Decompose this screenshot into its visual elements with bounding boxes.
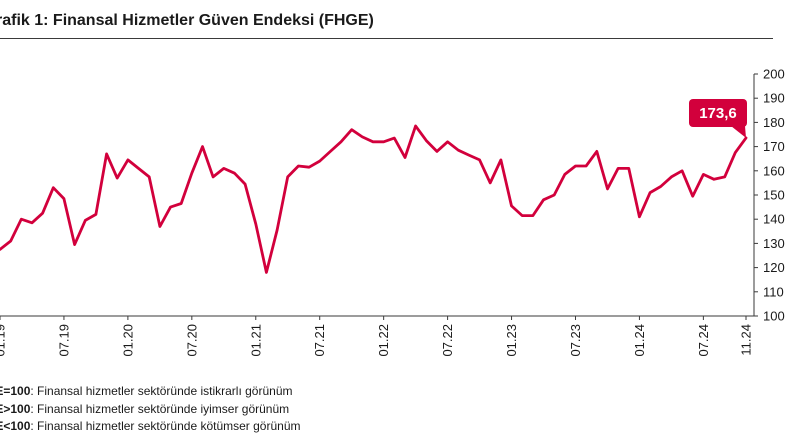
note-term: GE=100 [0, 384, 31, 398]
y-tick-label: 130 [763, 236, 785, 251]
note-term: GE<100 [0, 419, 31, 433]
value-callout-label: 173,6 [699, 105, 737, 122]
y-tick-label: 120 [763, 260, 785, 275]
y-tick-label: 110 [763, 284, 784, 299]
x-tick-label: 07.21 [312, 324, 327, 357]
x-tick-label: 01.21 [248, 324, 263, 357]
x-tick-label: 01.24 [632, 324, 647, 357]
x-tick-label: 07.22 [440, 324, 455, 357]
x-tick-label: 01.19 [0, 324, 8, 357]
note-optimistic: GE>100: Finansal hizmetler sektöründe iy… [0, 401, 301, 419]
chart-title: rafik 1: Finansal Hizmetler Güven Endeks… [0, 12, 374, 29]
x-tick-label: 01.22 [376, 324, 391, 357]
y-tick-label: 190 [763, 91, 785, 106]
y-tick-label: 160 [763, 163, 785, 178]
x-tick-label: 07.24 [696, 324, 711, 357]
y-tick-label: 170 [763, 139, 785, 154]
note-term: GE>100 [0, 401, 31, 416]
series-line [0, 124, 748, 274]
note-stable: GE=100: Finansal hizmetler sektöründe is… [0, 383, 301, 401]
y-tick-label: 180 [763, 115, 785, 130]
x-tick-label: 01.20 [120, 324, 135, 357]
y-tick-label: 200 [763, 67, 785, 82]
x-tick-label: 01.23 [504, 324, 519, 357]
x-tick-label: 11.24 [739, 324, 754, 356]
legend-notes: GE=100: Finansal hizmetler sektöründe is… [0, 383, 301, 436]
note-text: : Finansal hizmetler sektöründe iyimser … [30, 401, 290, 416]
x-tick-label: 07.20 [184, 324, 199, 357]
y-tick-label: 140 [763, 212, 785, 227]
title-divider [0, 38, 773, 39]
value-callout-box [689, 99, 747, 127]
y-tick-label: 150 [763, 188, 785, 203]
note-pessimistic: GE<100: Finansal hizmetler sektöründe kö… [0, 418, 301, 436]
x-tick-label: 07.23 [568, 324, 583, 357]
note-text: : Finansal hizmetler sektöründe istikrar… [30, 384, 293, 398]
x-tick-label: 07.19 [56, 324, 71, 357]
y-tick-label: 100 [763, 309, 785, 324]
note-text: : Finansal hizmetler sektöründe kötümser… [30, 419, 301, 433]
value-callout-pointer [731, 126, 746, 138]
